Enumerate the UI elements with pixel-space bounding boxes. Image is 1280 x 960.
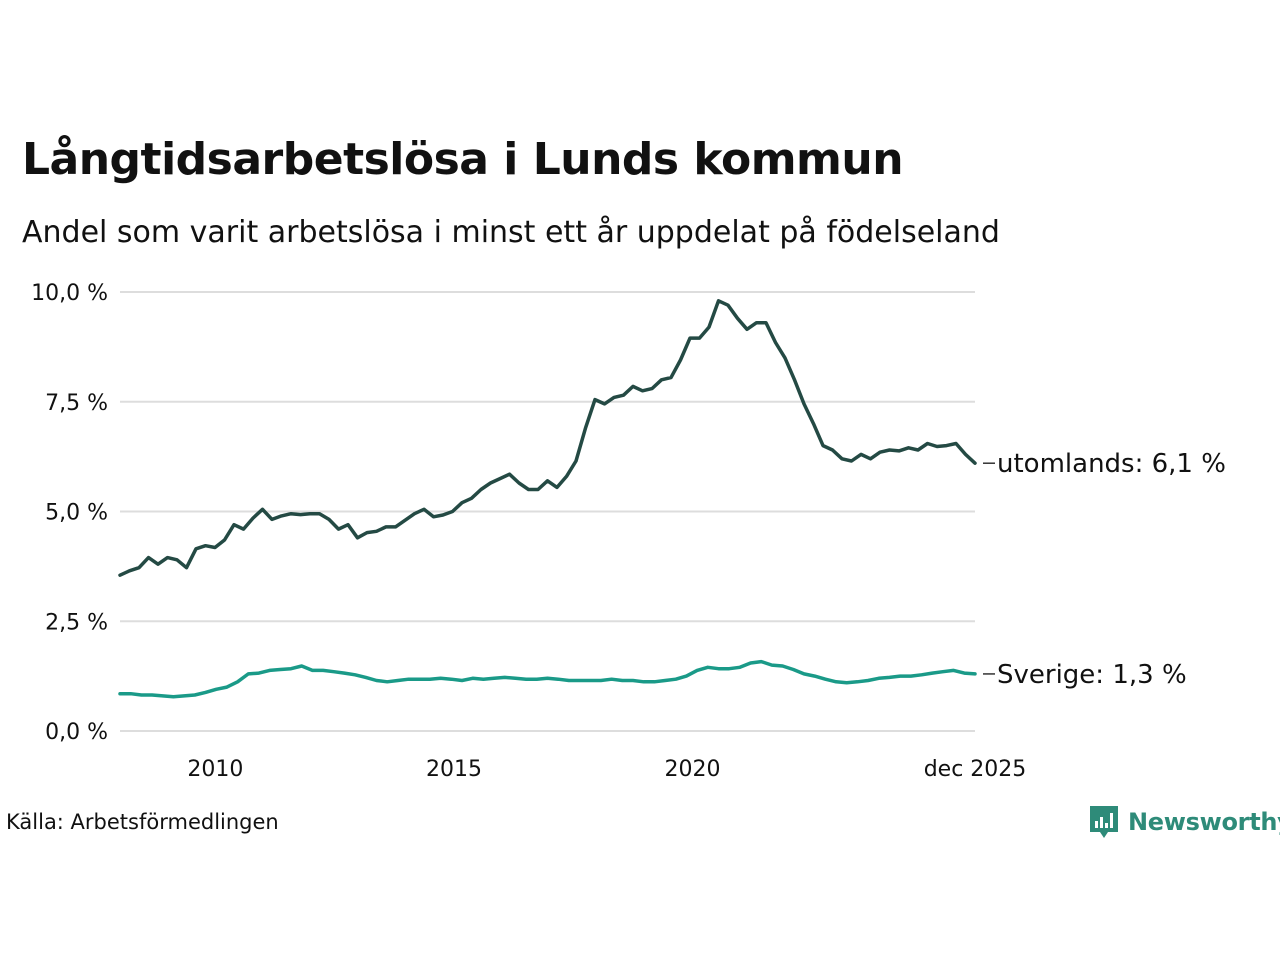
chart-title: Långtidsarbetslösa i Lunds kommun: [22, 134, 904, 185]
brand-logo[interactable]: Newsworthy: [1088, 804, 1280, 840]
y-axis-ticks: 0,0 % 2,5 % 5,0 % 7,5 % 10,0 %: [31, 281, 108, 745]
series-lines: [118, 299, 977, 699]
end-label-utomlands: utomlands: 6,1 %: [997, 449, 1226, 479]
end-label-sverige: Sverige: 1,3 %: [997, 660, 1187, 690]
x-tick-label: 2010: [187, 757, 243, 782]
y-tick-label: 7,5 %: [45, 391, 108, 416]
x-axis-ticks: 2010 2015 2020 dec 2025: [187, 757, 1026, 782]
x-tick-label: 2015: [426, 757, 482, 782]
source-note: Källa: Arbetsförmedlingen: [6, 810, 279, 834]
newsworthy-logo-icon: [1090, 806, 1118, 838]
series-end-labels: utomlands: 6,1 % Sverige: 1,3 %: [983, 449, 1226, 690]
x-tick-label: 2020: [665, 757, 721, 782]
y-tick-label: 2,5 %: [45, 610, 108, 635]
y-tick-label: 10,0 %: [31, 281, 108, 306]
brand-name: Newsworthy: [1128, 808, 1280, 836]
line-chart: 0,0 % 2,5 % 5,0 % 7,5 % 10,0 % 2010 2015 2020 d…: [31, 281, 1226, 782]
series-line-utomlands: [118, 299, 977, 577]
series-line-sverige: [118, 659, 977, 699]
y-tick-label: 5,0 %: [45, 501, 108, 526]
chart-subtitle: Andel som varit arbetslösa i minst ett å…: [22, 215, 1000, 250]
y-tick-label: 0,0 %: [45, 720, 108, 745]
x-tick-label: dec 2025: [924, 757, 1027, 782]
gridlines: [120, 291, 975, 732]
